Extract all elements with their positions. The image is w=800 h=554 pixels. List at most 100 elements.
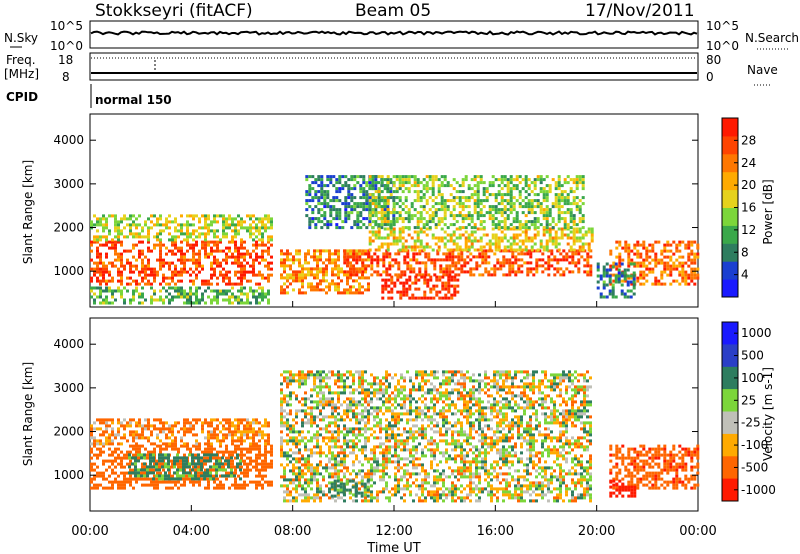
echo-cell bbox=[447, 284, 451, 288]
echo-cell bbox=[350, 208, 354, 212]
echo-cell bbox=[129, 430, 132, 434]
echo-cell bbox=[150, 220, 153, 224]
echo-cell bbox=[526, 261, 530, 265]
echo-cell bbox=[192, 214, 195, 218]
echo-cell bbox=[171, 238, 174, 242]
echo-cell bbox=[473, 236, 477, 240]
echo-cell bbox=[153, 273, 156, 277]
echo-cell bbox=[511, 252, 515, 256]
echo-cell bbox=[171, 249, 174, 253]
echo-cell bbox=[298, 249, 301, 253]
echo-cell bbox=[626, 268, 630, 272]
echo-cell bbox=[174, 264, 177, 268]
echo-cell bbox=[529, 270, 533, 274]
power-echo-regions bbox=[90, 175, 700, 305]
echo-cell bbox=[231, 220, 234, 224]
echo-cell bbox=[105, 252, 108, 256]
echo-cell bbox=[132, 477, 135, 481]
echo-cell bbox=[236, 465, 239, 469]
echo-cell bbox=[390, 296, 394, 300]
echo-cell bbox=[234, 235, 237, 239]
echo-cell bbox=[490, 267, 494, 271]
echo-cell bbox=[96, 255, 99, 259]
echo-cell bbox=[429, 296, 433, 300]
echo-cell bbox=[317, 199, 321, 203]
echo-cell bbox=[337, 451, 340, 455]
echo-cell bbox=[419, 181, 423, 185]
echo-cell bbox=[520, 270, 524, 274]
power-y-label: Slant Range [km] bbox=[21, 160, 35, 264]
echo-cell bbox=[446, 233, 450, 237]
echo-cell bbox=[340, 430, 343, 434]
echo-cell bbox=[147, 261, 150, 265]
echo-cell bbox=[147, 229, 150, 233]
echo-cell bbox=[427, 273, 431, 277]
echo-cell bbox=[356, 211, 360, 215]
echo-cell bbox=[626, 274, 630, 278]
echo-cell bbox=[93, 427, 96, 431]
echo-cell bbox=[207, 279, 210, 283]
echo-cell bbox=[334, 424, 337, 428]
echo-cell bbox=[517, 270, 521, 274]
echo-cell bbox=[200, 465, 203, 469]
echo-cell bbox=[159, 249, 162, 253]
echo-cell bbox=[207, 282, 210, 286]
echo-cell bbox=[566, 208, 570, 212]
echo-cell bbox=[183, 270, 186, 274]
echo-cell bbox=[150, 483, 153, 487]
echo-cell bbox=[320, 214, 324, 218]
echo-cell bbox=[377, 217, 381, 221]
echo-cell bbox=[108, 474, 111, 478]
echo-cell bbox=[362, 202, 366, 206]
echo-cell bbox=[216, 436, 219, 440]
echo-cell bbox=[114, 243, 117, 247]
echo-cell bbox=[500, 236, 504, 240]
echo-cell bbox=[298, 481, 301, 485]
echo-cell bbox=[99, 258, 102, 262]
echo-cell bbox=[437, 223, 441, 227]
echo-cell bbox=[237, 220, 240, 224]
echo-cell bbox=[464, 214, 468, 218]
echo-cell bbox=[304, 255, 307, 259]
echo-cell bbox=[138, 214, 141, 218]
echo-cell bbox=[344, 196, 348, 200]
echo-cell bbox=[422, 245, 426, 249]
echo-cell bbox=[96, 279, 99, 283]
echo-cell bbox=[198, 418, 201, 422]
echo-cell bbox=[316, 406, 319, 410]
echo-cell bbox=[311, 175, 315, 179]
echo-cell bbox=[243, 418, 246, 422]
echo-cell bbox=[237, 232, 240, 236]
echo-cell bbox=[304, 403, 307, 407]
echo-cell bbox=[204, 450, 207, 454]
echo-cell bbox=[267, 483, 270, 487]
echo-cell bbox=[425, 223, 429, 227]
echo-cell bbox=[261, 292, 264, 296]
echo-cell bbox=[195, 295, 198, 299]
echo-cell bbox=[180, 261, 183, 265]
echo-cell bbox=[386, 196, 390, 200]
echo-cell bbox=[210, 433, 213, 437]
echo-cell bbox=[111, 292, 114, 296]
echo-cell bbox=[189, 295, 192, 299]
echo-cell bbox=[337, 376, 340, 380]
echo-cell bbox=[551, 217, 555, 221]
echo-cell bbox=[183, 289, 186, 293]
echo-cell bbox=[447, 278, 451, 282]
echo-cell bbox=[156, 298, 159, 302]
echo-cell bbox=[108, 453, 111, 457]
echo-cell bbox=[231, 282, 234, 286]
echo-cell bbox=[310, 481, 313, 485]
echo-cell bbox=[611, 295, 615, 299]
echo-cell bbox=[663, 243, 667, 247]
echo-cell bbox=[479, 199, 483, 203]
echo-cell bbox=[192, 301, 195, 305]
echo-cell bbox=[228, 255, 231, 259]
echo-cell bbox=[431, 190, 435, 194]
echo-cell bbox=[562, 258, 566, 262]
echo-cell bbox=[425, 181, 429, 185]
echo-cell bbox=[450, 275, 454, 279]
echo-cell bbox=[542, 208, 546, 212]
echo-cell bbox=[222, 273, 225, 277]
echo-cell bbox=[509, 211, 513, 215]
